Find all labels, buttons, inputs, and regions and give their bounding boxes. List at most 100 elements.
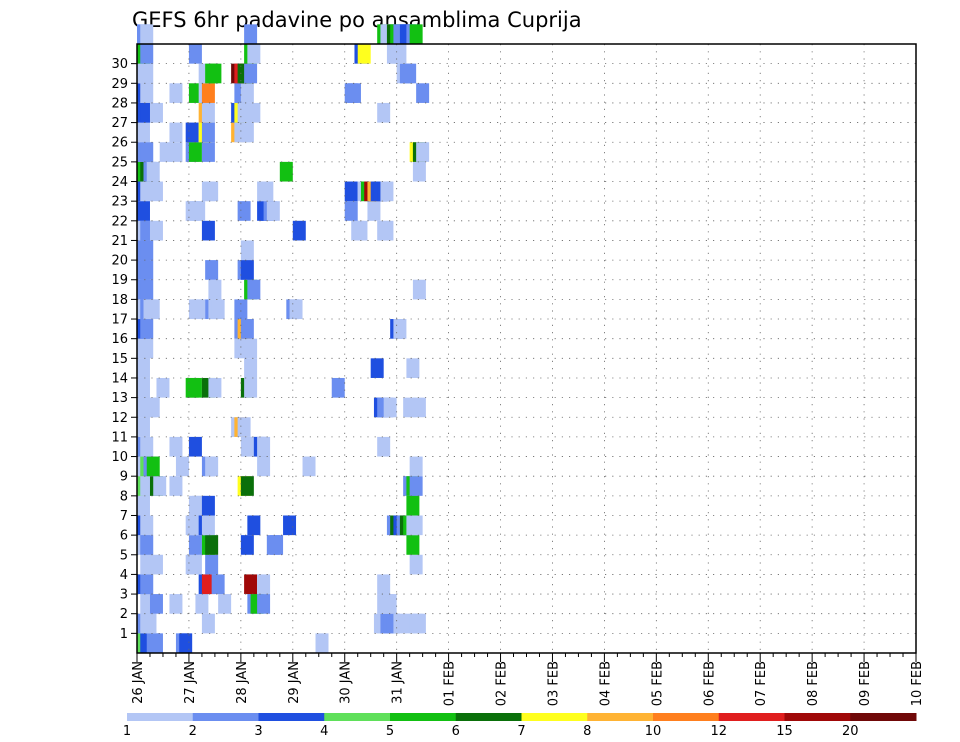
heatmap-cell — [169, 83, 183, 103]
y-tick-label: 21 — [111, 234, 128, 249]
heatmap-cell — [383, 594, 397, 614]
x-tick-label: 02 FEB — [495, 661, 510, 706]
colorbar-swatch — [653, 713, 720, 721]
heatmap-cell — [205, 554, 219, 575]
heatmap-cell — [377, 102, 391, 123]
heatmap-cell — [393, 44, 407, 64]
heatmap-cell — [240, 535, 254, 555]
heatmap-cell — [403, 63, 417, 84]
heatmap-cell — [244, 358, 258, 378]
heatmap-cell — [393, 613, 407, 634]
heatmap-cell — [257, 456, 271, 477]
x-tick-label: 03 FEB — [547, 661, 562, 706]
heatmap-cell — [192, 495, 206, 516]
heatmap-cell — [156, 377, 170, 398]
heatmap-cell — [244, 24, 258, 44]
x-tick-label: 27 JAN — [183, 661, 198, 704]
heatmap-cell — [188, 377, 202, 398]
heatmap-cell — [146, 161, 160, 182]
heatmap-cell — [247, 102, 261, 123]
y-tick-label: 26 — [111, 136, 128, 151]
heatmap-cell — [149, 220, 163, 241]
y-axis-ticks: 1234567891011121314151617181920212223242… — [111, 57, 137, 642]
y-tick-label: 15 — [111, 352, 128, 367]
heatmap-cell — [244, 338, 258, 359]
x-tick-label: 10 FEB — [910, 661, 925, 706]
colorbar-label: 20 — [842, 724, 859, 739]
heatmap-cell — [289, 299, 303, 320]
heatmap-cell — [344, 201, 358, 221]
colorbar-swatch — [718, 713, 785, 721]
heatmap-cell — [406, 495, 420, 516]
heatmap-cell — [260, 181, 274, 202]
y-tick-label: 7 — [120, 509, 128, 524]
heatmap-cell — [377, 574, 391, 595]
heatmap-cell — [208, 377, 222, 398]
y-tick-label: 23 — [111, 195, 128, 210]
y-tick-label: 17 — [111, 313, 128, 328]
heatmap-cell — [237, 201, 251, 221]
heatmap-cell — [175, 456, 189, 477]
heatmap-cell — [279, 161, 293, 182]
heatmap-cell — [188, 142, 202, 162]
y-tick-label: 25 — [111, 155, 128, 170]
colorbar-swatch — [521, 713, 588, 721]
heatmap-cell — [179, 633, 193, 653]
colorbar-swatch — [390, 713, 457, 721]
x-tick-label: 26 JAN — [131, 661, 146, 704]
heatmap-cell — [140, 24, 154, 44]
heatmap-cell — [143, 613, 157, 634]
heatmap-cell — [240, 83, 254, 103]
heatmap-cell — [137, 377, 150, 398]
heatmap-cell — [412, 613, 426, 634]
heatmap-cell — [247, 44, 261, 64]
x-tick-label: 06 FEB — [702, 661, 717, 706]
heatmap-cell — [244, 574, 258, 595]
heatmap-cell — [169, 594, 183, 614]
colorbar-swatch — [455, 713, 522, 721]
y-tick-label: 12 — [111, 411, 128, 426]
heatmap-cell — [409, 476, 423, 496]
y-tick-label: 14 — [111, 371, 128, 386]
heatmap-cell — [403, 397, 417, 418]
heatmap-cell — [409, 554, 423, 575]
colorbar-swatch — [192, 713, 259, 721]
x-tick-label: 29 JAN — [287, 661, 302, 704]
heatmap-cells — [137, 24, 430, 653]
heatmap-cell — [140, 574, 154, 595]
heatmap-cell — [192, 299, 206, 320]
heatmap-cell — [140, 142, 154, 162]
y-tick-label: 30 — [111, 57, 128, 72]
heatmap-cell — [357, 44, 371, 64]
x-tick-label: 07 FEB — [754, 661, 769, 706]
heatmap-cell — [409, 515, 423, 536]
heatmap-cell — [257, 436, 271, 457]
y-tick-label: 28 — [111, 96, 128, 111]
heatmap-cell — [140, 63, 154, 84]
heatmap-cell — [244, 63, 258, 84]
y-tick-label: 24 — [111, 175, 128, 190]
heatmap-cell — [367, 201, 381, 221]
y-tick-label: 3 — [120, 588, 128, 603]
heatmap-cell — [140, 319, 154, 339]
heatmap-cell — [188, 554, 202, 575]
x-tick-label: 09 FEB — [858, 661, 873, 706]
heatmap-cell — [354, 220, 368, 241]
heatmap-cell — [270, 535, 284, 555]
heatmap-cell — [409, 24, 423, 44]
heatmap-cell — [140, 44, 154, 64]
heatmap-cell — [331, 377, 345, 398]
heatmap-cell — [188, 44, 202, 64]
heatmap-cell — [283, 515, 297, 536]
y-tick-label: 1 — [120, 627, 128, 642]
colorbar-swatch — [784, 713, 851, 721]
heatmap-cell — [140, 240, 154, 261]
colorbar-label: 1 — [123, 724, 131, 739]
heatmap-cell — [201, 613, 215, 634]
colorbar-label: 10 — [645, 724, 662, 739]
y-tick-label: 16 — [111, 332, 128, 347]
heatmap-cell — [137, 417, 150, 437]
colorbar-label: 2 — [189, 724, 197, 739]
y-tick-label: 9 — [120, 470, 128, 485]
